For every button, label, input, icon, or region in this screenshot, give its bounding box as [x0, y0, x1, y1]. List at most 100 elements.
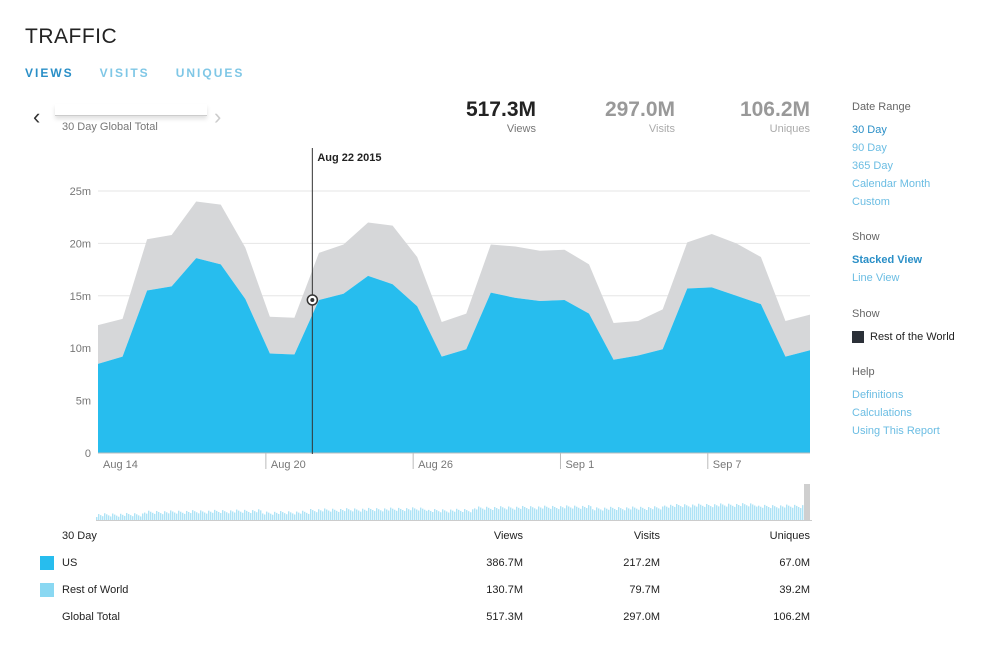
navigator-bar: [784, 507, 786, 520]
y-tick-label: 15m: [70, 291, 91, 303]
navigator-bar: [274, 511, 276, 520]
navigator-bar: [382, 511, 384, 520]
navigator-bar: [348, 509, 350, 520]
navigator-bar: [778, 508, 780, 520]
hover-date-label: Aug 22 2015: [317, 152, 381, 164]
table-row-total-uniques: 106.2M: [773, 611, 810, 623]
date-range-calendar-month[interactable]: Calendar Month: [852, 178, 931, 190]
navigator-bar: [228, 513, 230, 520]
navigator-bar: [210, 511, 212, 520]
navigator-handle[interactable]: [804, 484, 810, 520]
navigator-bar: [404, 511, 406, 520]
navigator-bar: [374, 511, 376, 520]
navigator-bar: [412, 507, 414, 520]
navigator-bar: [138, 515, 140, 520]
navigator-bar: [428, 509, 430, 520]
navigator-bar: [438, 511, 440, 520]
stat-uniques-label: Uniques: [769, 123, 810, 135]
date-range-30-day[interactable]: 30 Day: [852, 124, 887, 136]
navigator-bar: [318, 509, 320, 520]
navigator-bar: [366, 510, 368, 520]
navigator-bar: [564, 508, 566, 520]
date-range-365-day[interactable]: 365 Day: [852, 160, 893, 172]
date-range-custom[interactable]: Custom: [852, 196, 890, 208]
navigator-bar: [454, 511, 456, 520]
navigator-bar: [198, 513, 200, 520]
navigator-bar: [746, 505, 748, 520]
navigator-bar: [114, 514, 116, 520]
line-view-link[interactable]: Line View: [852, 272, 900, 284]
navigator-bar: [764, 504, 766, 520]
navigator-bar: [130, 515, 132, 520]
navigator-bar: [666, 506, 668, 520]
navigator-bar: [256, 512, 258, 520]
navigator-bar: [272, 514, 274, 520]
navigator-bar: [592, 509, 594, 520]
navigator-bar: [580, 508, 582, 520]
navigator-bar: [466, 510, 468, 520]
y-tick-label: 5m: [76, 396, 91, 408]
navigator-bar: [194, 511, 196, 520]
navigator-bar: [634, 507, 636, 520]
timeline-navigator[interactable]: [96, 482, 812, 522]
navigator-bar: [532, 507, 534, 520]
navigator-bar: [430, 510, 432, 520]
navigator-bar: [620, 508, 622, 520]
tab-views[interactable]: VIEWS: [25, 66, 74, 80]
navigator-bar: [264, 514, 266, 520]
navigator-bar: [554, 506, 556, 520]
stat-visits: 297.0M Visits: [575, 98, 675, 135]
table-row-us-visits: 217.2M: [623, 557, 660, 569]
help-definitions-link[interactable]: Definitions: [852, 389, 904, 401]
navigator-bar: [714, 504, 716, 520]
help-using-this-report-link[interactable]: Using This Report: [852, 425, 940, 437]
navigator-bar: [690, 507, 692, 520]
navigator-bar: [692, 504, 694, 520]
tab-visits[interactable]: VISITS: [99, 66, 150, 80]
navigator-bar: [470, 512, 472, 520]
traffic-chart[interactable]: 0 5m 10m 15m 20m 25m Aug 14 Aug 20 Aug 26 Sep 1 S…: [0, 140, 830, 480]
navigator-bar: [388, 510, 390, 520]
rest-of-the-world-label[interactable]: Rest of the World: [870, 331, 955, 343]
range-selector-bar[interactable]: [55, 104, 207, 116]
navigator-bar: [396, 510, 398, 520]
tab-uniques[interactable]: UNIQUES: [175, 66, 245, 80]
navigator-bar: [252, 510, 254, 520]
navigator-bar: [612, 507, 614, 520]
next-arrow-icon[interactable]: ›: [214, 104, 222, 129]
navigator-bar: [240, 511, 242, 520]
navigator-bar: [408, 509, 410, 520]
navigator-bar: [236, 509, 238, 520]
navigator-bar: [514, 509, 516, 520]
stat-uniques-value: 106.2M: [739, 98, 810, 121]
navigator-bar: [790, 506, 792, 520]
navigator-bar: [322, 511, 324, 520]
rest-of-the-world-checkbox[interactable]: [852, 331, 864, 343]
navigator-bar: [582, 505, 584, 520]
navigator-bar: [122, 514, 124, 520]
navigator-bar: [604, 507, 606, 520]
navigator-bar: [226, 512, 228, 520]
navigator-bar: [392, 508, 394, 520]
chart-areas: [98, 201, 810, 454]
navigator-bar: [192, 510, 194, 520]
navigator-bar: [736, 503, 738, 520]
table-header-views: Views: [493, 530, 523, 542]
help-calculations-link[interactable]: Calculations: [852, 407, 912, 419]
navigator-bar: [506, 509, 508, 520]
tab-bar: VIEWS VISITS UNIQUES: [25, 66, 270, 80]
date-range-90-day[interactable]: 90 Day: [852, 142, 887, 154]
navigator-bar: [772, 505, 774, 520]
navigator-bar: [802, 505, 804, 520]
navigator-bar: [664, 505, 666, 520]
table-row-us-uniques: 67.0M: [779, 557, 810, 569]
navigator-bar: [172, 511, 174, 520]
navigator-bar: [146, 513, 148, 520]
navigator-bar: [186, 510, 188, 520]
navigator-bar: [658, 508, 660, 520]
navigator-bar: [712, 507, 714, 520]
stacked-view-link[interactable]: Stacked View: [852, 254, 923, 266]
navigator-bar: [156, 510, 158, 520]
previous-arrow-icon[interactable]: ‹: [33, 104, 41, 129]
y-tick-label: 0: [85, 448, 91, 460]
